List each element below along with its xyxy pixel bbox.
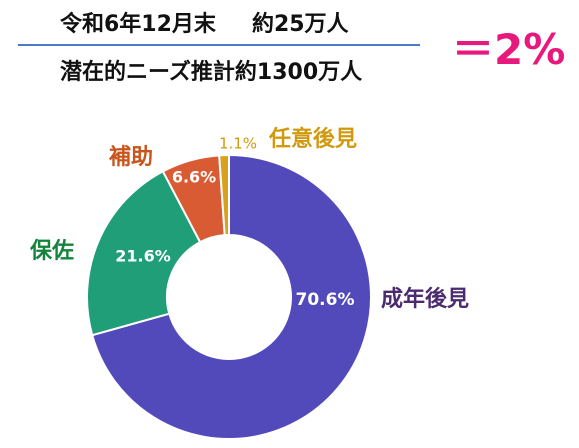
category-label-seinen-kouken: 成年後見	[381, 286, 469, 312]
slice-seinen-kouken	[90, 153, 372, 440]
category-label-nini-kouken: 任意後見	[268, 126, 357, 152]
percent-label-nini-kouken: 1.1%	[219, 135, 257, 153]
category-label-hosa: 保佐	[29, 238, 74, 264]
percent-label-hosa: 21.6%	[115, 247, 171, 266]
slice-nini-kouken	[218, 153, 230, 237]
header-line-1: 令和6年12月末 約25万人	[60, 6, 349, 38]
header-divider	[18, 44, 420, 46]
potential-needs-estimate: 潜在的ニーズ推計約1300万人	[60, 60, 363, 85]
percent-label-seinen-kouken: 70.6%	[296, 290, 355, 310]
record-count-value: 約25万人	[251, 12, 349, 37]
slice-hosa	[86, 169, 202, 337]
percent-label-hojo: 6.6%	[172, 168, 216, 187]
usage-ratio: ＝2%	[452, 25, 566, 74]
category-label-hojo: 補助	[108, 144, 153, 170]
record-count-date: 令和6年12月末	[60, 12, 216, 37]
